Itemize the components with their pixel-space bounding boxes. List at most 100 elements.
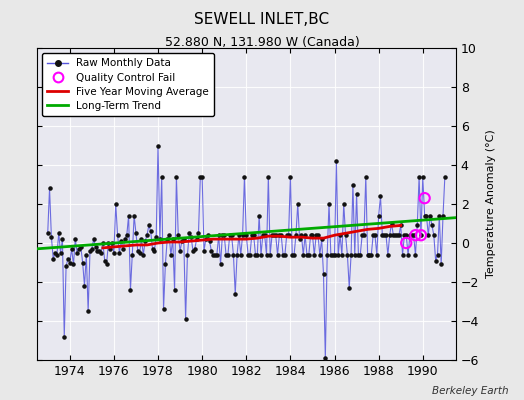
Point [104, 240, 113, 246]
Point [196, 174, 204, 180]
Point [293, 201, 302, 207]
Point [181, 316, 190, 322]
Point [323, 252, 331, 258]
Point [435, 212, 443, 219]
Point [387, 220, 396, 227]
Point [397, 222, 405, 229]
Point [136, 250, 144, 256]
Point [145, 222, 153, 229]
Point [66, 259, 74, 266]
Point [143, 232, 151, 238]
Point [241, 174, 249, 180]
Point [419, 174, 427, 180]
Point [169, 236, 177, 242]
Point [203, 232, 212, 238]
Point [351, 252, 359, 258]
Point [79, 259, 87, 266]
Point [62, 263, 70, 270]
Point [376, 193, 385, 199]
Point [194, 230, 203, 236]
Point [271, 232, 280, 238]
Point [244, 252, 252, 258]
Point [318, 236, 326, 242]
Point [242, 232, 250, 238]
Point [411, 252, 420, 258]
Point [257, 252, 265, 258]
Point [391, 232, 399, 238]
Point [58, 236, 67, 242]
Point [75, 246, 83, 252]
Point [49, 255, 58, 262]
Point [192, 236, 201, 242]
Point [115, 250, 124, 256]
Point [264, 174, 272, 180]
Point [106, 246, 114, 252]
Point [356, 252, 365, 258]
Point [227, 232, 236, 238]
Point [202, 236, 210, 242]
Point [180, 236, 188, 242]
Point [378, 232, 387, 238]
Point [207, 248, 215, 254]
Point [220, 232, 228, 238]
Point [47, 234, 56, 240]
Point [205, 238, 214, 244]
Point [413, 222, 421, 229]
Point [150, 248, 159, 254]
Point [141, 238, 149, 244]
Point [314, 232, 322, 238]
Point [213, 252, 221, 258]
Point [252, 252, 260, 258]
Point [268, 232, 276, 238]
Point [158, 174, 166, 180]
Point [126, 286, 135, 293]
Point [334, 252, 342, 258]
Point [95, 248, 103, 254]
Point [286, 174, 294, 180]
Point [238, 232, 247, 238]
Point [315, 252, 324, 258]
Text: 52.880 N, 131.980 W (Canada): 52.880 N, 131.980 W (Canada) [165, 36, 359, 49]
Text: Berkeley Earth: Berkeley Earth [432, 386, 508, 396]
Point [310, 252, 319, 258]
Point [246, 252, 254, 258]
Point [441, 174, 449, 180]
Text: SEWELL INLET,BC: SEWELL INLET,BC [194, 12, 330, 27]
Point [147, 228, 155, 234]
Point [367, 252, 376, 258]
Point [347, 252, 355, 258]
Point [375, 212, 383, 219]
Point [326, 252, 335, 258]
Point [424, 232, 432, 238]
Point [281, 252, 289, 258]
Point [389, 232, 398, 238]
Point [420, 195, 429, 201]
Point [231, 290, 239, 297]
Point [123, 232, 131, 238]
Point [279, 252, 287, 258]
Point [433, 252, 442, 258]
Point [260, 232, 269, 238]
Point [348, 181, 357, 188]
Point [369, 232, 377, 238]
Point [159, 306, 168, 312]
Point [275, 232, 283, 238]
Point [319, 271, 328, 278]
Point [69, 261, 78, 268]
Point [152, 234, 160, 240]
Point [393, 232, 401, 238]
Point [360, 232, 368, 238]
Point [170, 286, 179, 293]
Point [51, 250, 59, 256]
Point [189, 248, 197, 254]
Point [198, 174, 206, 180]
Point [73, 250, 81, 256]
Point [161, 261, 170, 268]
Point [297, 232, 305, 238]
Point [224, 252, 232, 258]
Point [373, 252, 381, 258]
Point [229, 252, 237, 258]
Point [236, 252, 245, 258]
Point [395, 232, 403, 238]
Point [97, 250, 105, 256]
